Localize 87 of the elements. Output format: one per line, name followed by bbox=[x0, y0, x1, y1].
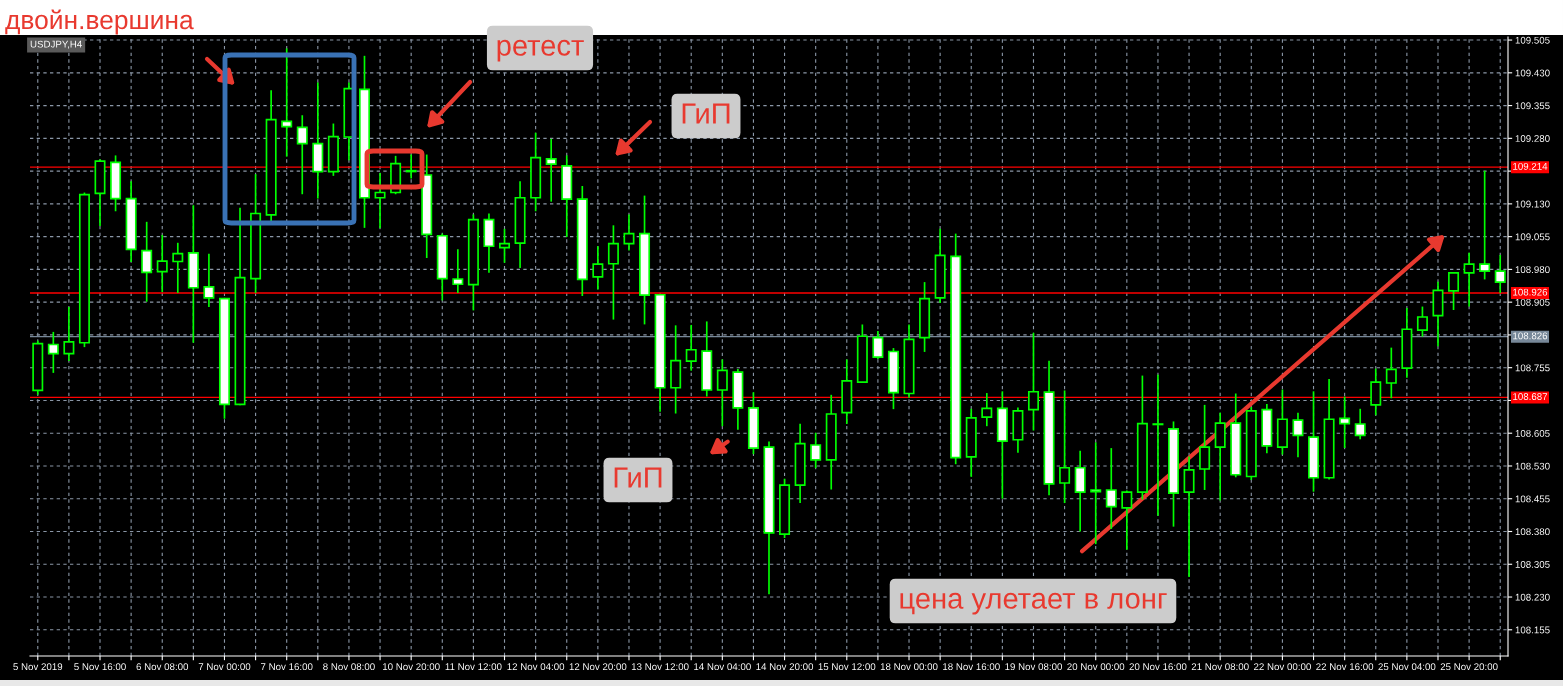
candlestick bbox=[872, 331, 884, 359]
candlestick bbox=[1199, 404, 1211, 490]
y-tick-label: 108.305 bbox=[1515, 561, 1550, 568]
candlestick bbox=[63, 307, 75, 362]
annotation: ГиП bbox=[682, 103, 730, 124]
candlestick bbox=[47, 331, 59, 373]
x-tick-label: 5 Nov 16:00 bbox=[74, 663, 126, 671]
x-tick-label: 11 Nov 12:00 bbox=[445, 663, 502, 671]
x-tick-label: 20 Nov 00:00 bbox=[1067, 663, 1125, 671]
x-tick-label: 22 Nov 16:00 bbox=[1316, 663, 1374, 671]
candlestick bbox=[592, 246, 604, 290]
y-tick-label: 108.230 bbox=[1515, 593, 1550, 601]
candlestick bbox=[281, 48, 293, 157]
candlestick bbox=[452, 249, 464, 293]
chart-subtitle: USDJPY,H4 bbox=[30, 40, 82, 49]
candlestick bbox=[623, 214, 635, 251]
candlestick bbox=[1416, 306, 1428, 337]
candlestick bbox=[685, 324, 697, 371]
candlestick bbox=[296, 115, 308, 195]
y-tick-label: 109.505 bbox=[1515, 36, 1550, 44]
candlestick bbox=[1479, 170, 1491, 280]
candlestick bbox=[1385, 347, 1397, 399]
y-tick-label: 109.130 bbox=[1515, 200, 1550, 208]
candlestick bbox=[1105, 448, 1117, 529]
x-tick-label: 18 Nov 00:00 bbox=[880, 663, 938, 671]
annotation: ГиП bbox=[614, 467, 662, 488]
x-tick-label: 18 Nov 16:00 bbox=[943, 663, 1000, 671]
x-tick-label: 20 Nov 16:00 bbox=[1129, 663, 1187, 671]
annotation: ретест bbox=[497, 39, 584, 62]
y-tick-label: 109.055 bbox=[1515, 233, 1550, 241]
candlestick bbox=[1354, 408, 1366, 440]
candlestick bbox=[172, 242, 184, 293]
candlestick bbox=[545, 138, 557, 202]
y-tick-label: 108.980 bbox=[1515, 266, 1550, 274]
candlestick bbox=[374, 172, 386, 229]
candlestick bbox=[1121, 490, 1133, 550]
x-tick-label: 25 Nov 04:00 bbox=[1378, 663, 1436, 671]
x-tick-label: 19 Nov 08:00 bbox=[1005, 663, 1063, 671]
y-tick-label: 108.605 bbox=[1515, 429, 1550, 437]
x-tick-label: 14 Nov 20:00 bbox=[756, 663, 814, 671]
candlestick bbox=[1370, 368, 1382, 416]
x-tick-label: 21 Nov 08:00 bbox=[1191, 663, 1249, 671]
x-tick-label: 25 Nov 20:00 bbox=[1440, 663, 1498, 671]
candlestick bbox=[1339, 396, 1351, 449]
y-tick-label: 108.755 bbox=[1515, 364, 1550, 372]
candlestick bbox=[1463, 252, 1475, 307]
y-tick-label: 108.455 bbox=[1515, 495, 1550, 503]
x-tick-label: 14 Nov 04:00 bbox=[694, 663, 751, 671]
y-tick-label: 109.355 bbox=[1515, 102, 1550, 110]
y-tick-label: 108.380 bbox=[1515, 528, 1550, 536]
candlestick bbox=[1059, 390, 1071, 504]
y-tick-label: 108.530 bbox=[1515, 462, 1550, 470]
x-tick-label: 13 Nov 12:00 bbox=[631, 663, 689, 671]
candlestick bbox=[810, 432, 822, 469]
x-tick-label: 6 Nov 08:00 bbox=[136, 663, 189, 671]
x-tick-label: 5 Nov 2019 bbox=[13, 663, 63, 671]
candlestick bbox=[981, 393, 993, 427]
x-tick-label: 12 Nov 20:00 bbox=[569, 663, 627, 671]
y-tick-label: 109.280 bbox=[1515, 135, 1550, 142]
x-tick-label: 7 Nov 16:00 bbox=[260, 663, 313, 671]
candlestick bbox=[1152, 374, 1164, 516]
candlestick bbox=[1090, 442, 1102, 545]
candlestick bbox=[499, 228, 511, 263]
annotation: цена улетает в лонг bbox=[900, 592, 1167, 615]
candlestick bbox=[156, 234, 168, 293]
candlestick bbox=[716, 359, 728, 427]
chart-title: двойн.вершина bbox=[5, 9, 194, 35]
candlestick bbox=[1027, 332, 1039, 431]
candlestick bbox=[203, 253, 215, 307]
ref-line-label: 109.214 bbox=[1513, 162, 1548, 170]
candlestick bbox=[1292, 412, 1304, 458]
y-tick-label: 108.905 bbox=[1515, 298, 1550, 306]
candlestick bbox=[607, 225, 619, 320]
ref-line-label: 108.826 bbox=[1513, 332, 1548, 340]
x-tick-label: 7 Nov 00:00 bbox=[198, 663, 251, 671]
x-tick-label: 15 Nov 12:00 bbox=[818, 663, 876, 671]
candlestick bbox=[141, 221, 153, 302]
candlestick bbox=[1183, 456, 1195, 577]
x-tick-label: 8 Nov 08:00 bbox=[323, 663, 375, 671]
y-tick-label: 108.155 bbox=[1515, 626, 1550, 634]
ref-line-label: 108.926 bbox=[1513, 288, 1548, 296]
x-tick-label: 10 Nov 20:00 bbox=[382, 663, 440, 671]
x-tick-label: 12 Nov 04:00 bbox=[507, 663, 565, 671]
y-tick-label: 109.430 bbox=[1515, 69, 1550, 77]
candlestick bbox=[1448, 272, 1460, 310]
ref-line-label: 108.687 bbox=[1513, 393, 1548, 400]
x-tick-label: 22 Nov 00:00 bbox=[1253, 663, 1311, 671]
